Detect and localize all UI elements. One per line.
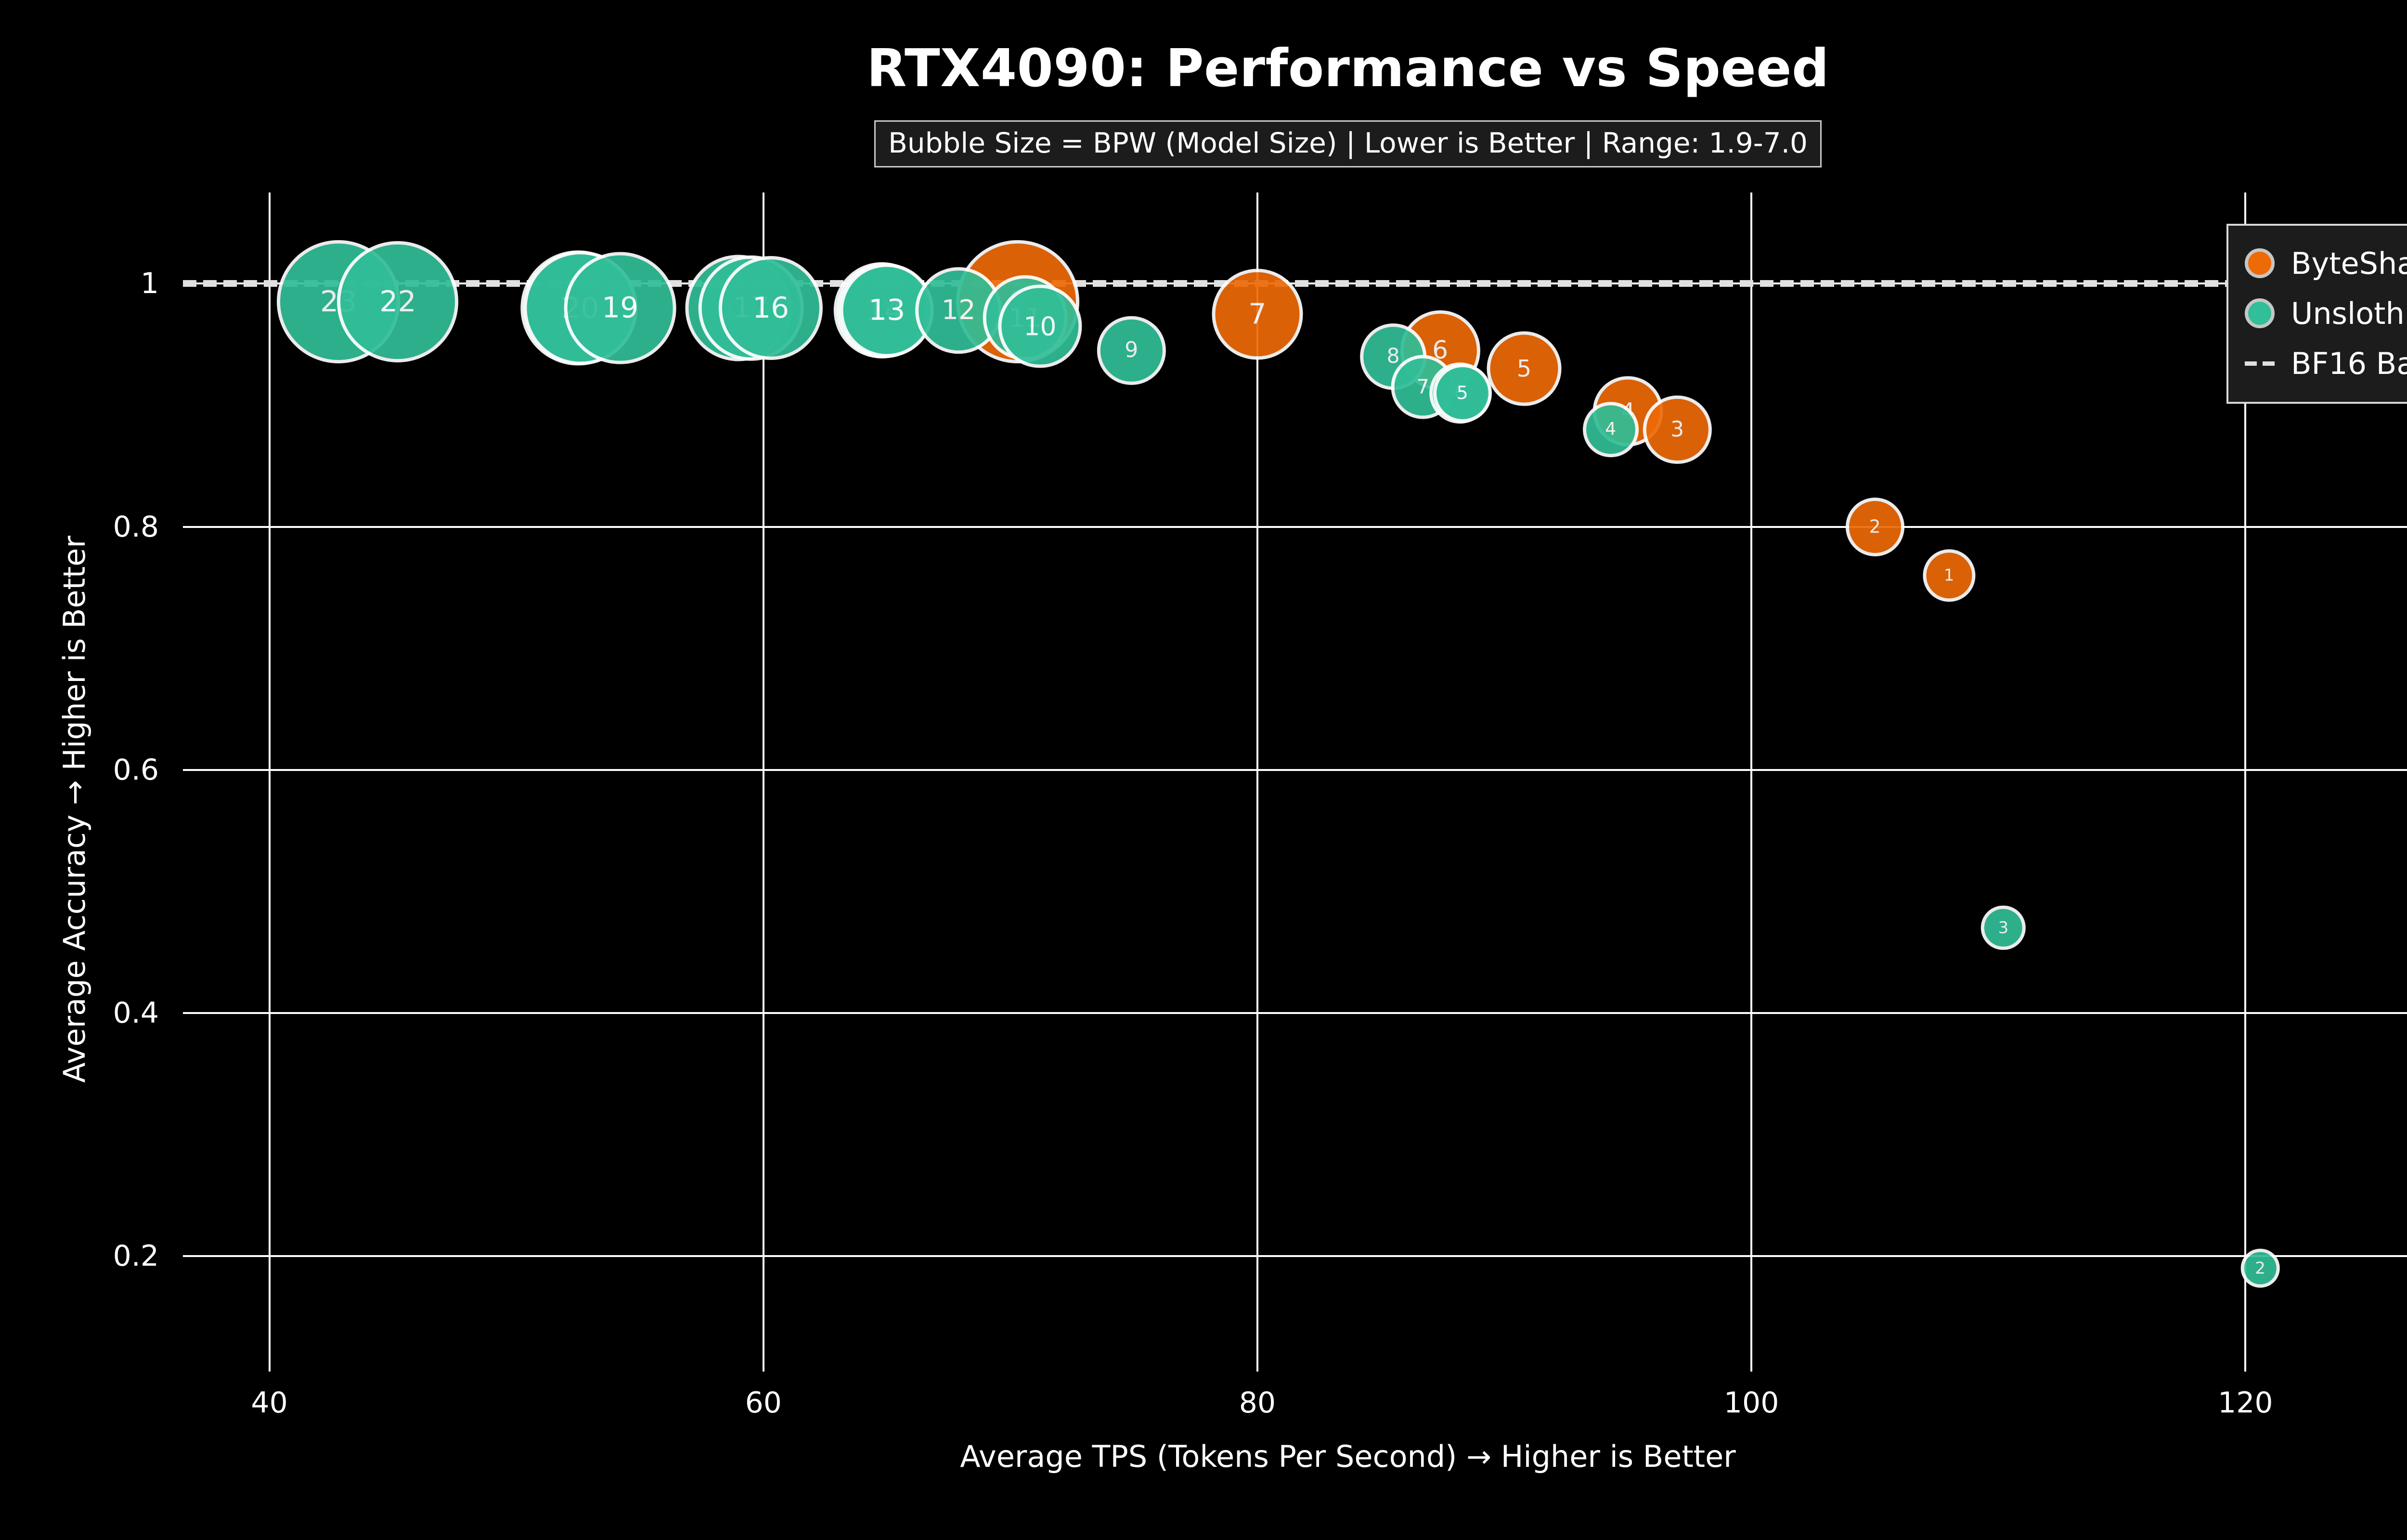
bubble-point[interactable]: 5 xyxy=(1487,331,1562,406)
legend-item-label: BF16 Baseline xyxy=(2291,346,2407,381)
legend-item-bf16-baseline[interactable]: BF16 Baseline xyxy=(2245,338,2407,388)
x-axis-label: Average TPS (Tokens Per Second) → Higher… xyxy=(960,1439,1736,1474)
bubble-label: 7 xyxy=(1416,375,1429,398)
bubble-label: 5 xyxy=(1516,355,1532,383)
bubble-point[interactable]: 4 xyxy=(1582,401,1639,458)
bubble-label: 3 xyxy=(1670,417,1684,442)
legend-item-unsloth[interactable]: Unsloth xyxy=(2245,288,2407,338)
bubble-point[interactable]: 2 xyxy=(1845,497,1904,556)
gridline-vertical xyxy=(2244,192,2247,1372)
plot-area: 8232221201918171615141371211106543987625… xyxy=(183,192,2407,1372)
y-axis-tick-label: 0.8 xyxy=(113,510,159,544)
gridline-horizontal xyxy=(183,526,2407,528)
chart-subtitle: Bubble Size = BPW (Model Size) | Lower i… xyxy=(874,120,1822,167)
x-axis-tick-label: 100 xyxy=(1723,1386,1779,1420)
bubble-label: 16 xyxy=(752,291,789,325)
gridline-horizontal xyxy=(183,769,2407,771)
bubble-label: 10 xyxy=(1023,310,1057,341)
bubble-label: 2 xyxy=(1869,515,1881,537)
y-axis-tick-label: 1 xyxy=(140,267,159,301)
bubble-point[interactable]: 7 xyxy=(1212,269,1303,360)
bf16-baseline-line xyxy=(183,280,2407,287)
legend-item-label: ByteShape xyxy=(2291,245,2407,281)
bubble-point[interactable]: 1 xyxy=(1923,549,1976,602)
bubble-point[interactable]: 22 xyxy=(337,241,459,363)
bubble-label: 9 xyxy=(1125,338,1139,363)
bubble-label: 3 xyxy=(1998,918,2009,938)
y-axis-label: Average Accuracy → Higher is Better xyxy=(57,536,92,1083)
gridline-vertical xyxy=(1256,192,1258,1372)
bubble-label: 2 xyxy=(2255,1258,2265,1278)
x-axis-tick-label: 120 xyxy=(2218,1386,2273,1420)
legend-item-label: Unsloth xyxy=(2291,295,2405,331)
gridline-horizontal xyxy=(183,1012,2407,1014)
bubble-label: 12 xyxy=(941,295,976,326)
gridline-vertical xyxy=(762,192,764,1372)
x-axis-tick-label: 60 xyxy=(745,1386,782,1420)
x-axis-tick-label: 80 xyxy=(1239,1386,1276,1420)
bubble-label: 8 xyxy=(1386,344,1400,369)
legend-item-byteshape[interactable]: ByteShape xyxy=(2245,238,2407,288)
bubble-point[interactable]: 16 xyxy=(719,256,823,360)
bubble-label: 1 xyxy=(1943,565,1954,585)
bubble-label: 22 xyxy=(379,285,416,319)
y-axis-tick-label: 0.2 xyxy=(113,1239,159,1273)
bubble-label: 4 xyxy=(1605,419,1617,439)
bubble-point[interactable]: 2 xyxy=(2240,1249,2280,1288)
bubble-label: 19 xyxy=(601,291,639,325)
legend-marker-icon xyxy=(2245,248,2275,278)
bubble-point[interactable]: 3 xyxy=(1981,905,2026,950)
bubble-point[interactable]: 9 xyxy=(1097,316,1166,385)
y-axis-tick-label: 0.4 xyxy=(113,996,159,1030)
gridline-vertical xyxy=(268,192,271,1372)
legend-marker-icon xyxy=(2245,298,2275,328)
bubble-label: 5 xyxy=(1456,382,1468,403)
y-axis-tick-label: 0.6 xyxy=(113,753,159,787)
bubble-label: 7 xyxy=(1248,297,1267,331)
x-axis-tick-label: 40 xyxy=(251,1386,288,1420)
bubble-point[interactable]: 19 xyxy=(564,252,676,364)
chart-legend[interactable]: ByteShape Unsloth BF16 Baseline xyxy=(2226,224,2407,404)
bubble-point[interactable]: 3 xyxy=(1643,395,1712,464)
bubble-point[interactable]: 10 xyxy=(998,284,1082,368)
legend-dashed-line-icon xyxy=(2245,361,2275,366)
bubble-point[interactable]: 5 xyxy=(1433,363,1492,423)
gridline-horizontal xyxy=(183,1255,2407,1258)
chart-subtitle-container: Bubble Size = BPW (Model Size) | Lower i… xyxy=(0,120,2407,167)
chart-title: RTX4090: Performance vs Speed xyxy=(867,38,1829,99)
bubble-label: 13 xyxy=(868,293,906,327)
gridline-vertical xyxy=(1750,192,1753,1372)
